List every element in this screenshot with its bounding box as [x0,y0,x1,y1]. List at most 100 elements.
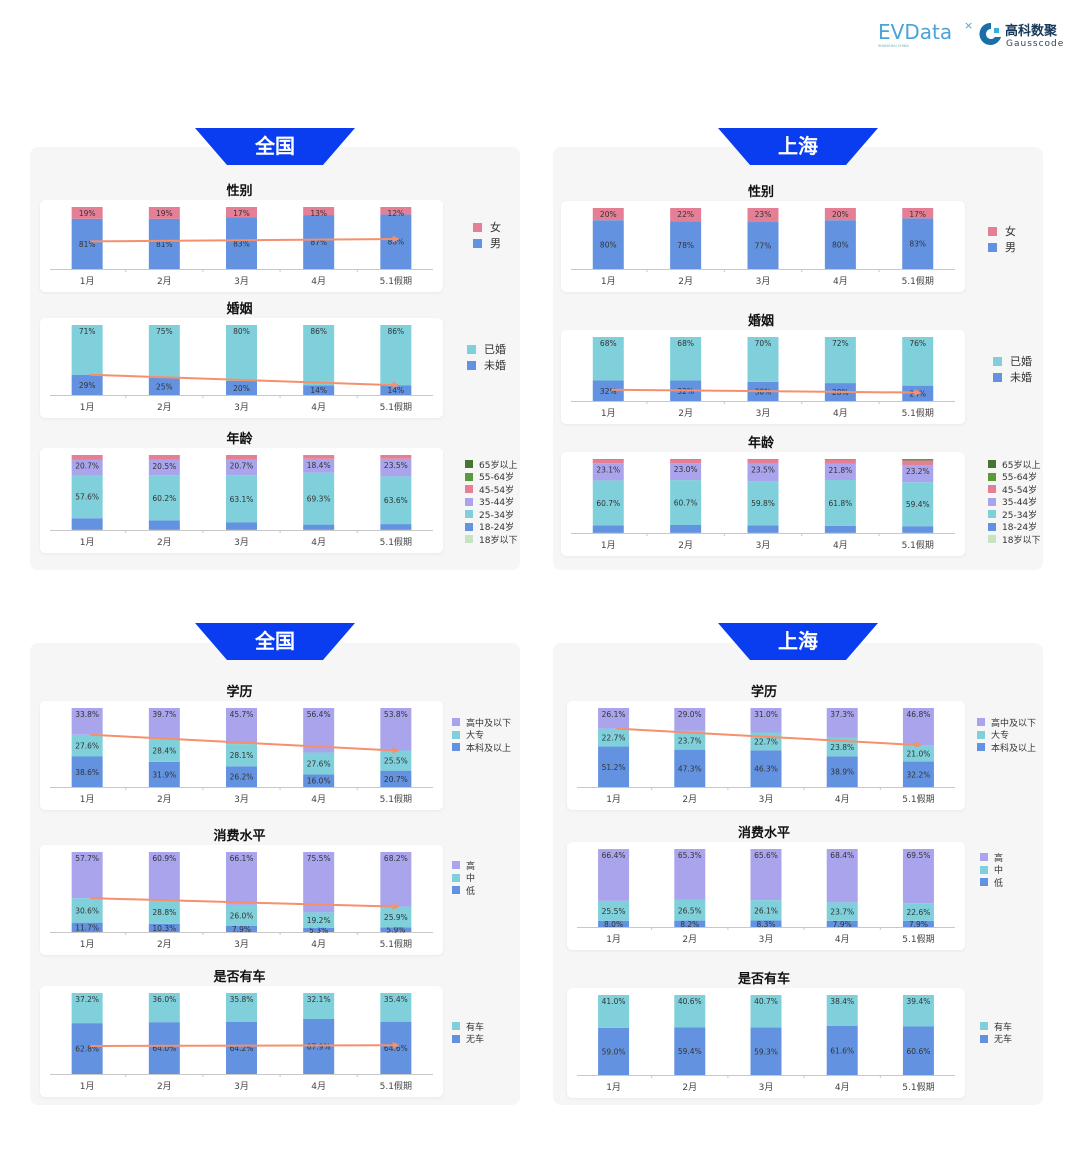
bar-segment [148,900,180,924]
legend: 高中低 [980,851,1003,889]
legend-item: 45-54岁 [465,483,517,496]
data-label: 36.0% [152,995,176,1004]
bar-segment [380,927,412,932]
legend-item: 男 [988,239,1016,255]
data-label: 31.9% [152,770,176,779]
bar-segment [303,927,335,932]
chart-card: 62.8% 37.2% 1月 64.0% 36.0% 2月 64.2% 35.8% 3月 67.9… [40,986,443,1097]
bar-segment [598,849,630,901]
bar-segment [226,207,257,218]
legend-swatch [988,522,996,531]
bar-segment [71,455,103,460]
chart-title: 性别 [747,185,775,200]
x-tick-label: 3月 [234,1081,249,1092]
stacked-bar-chart: 57.6% 20.7% 1月 60.2% 20.5% 2月 63.1% 20.7% 3月 69.3… [50,455,433,548]
data-label: 69.5% [907,851,931,860]
bar-segment [226,766,257,787]
bar-segment [71,756,103,787]
data-label: 35.8% [230,995,254,1004]
legend-item: 高中及以下 [977,716,1036,729]
bar-segment [380,385,412,395]
bar-segment [826,902,858,921]
data-label: 65.3% [678,851,702,860]
bar-segment [750,900,782,921]
bar-segment [226,455,257,460]
legend: 已婚 未婚 [993,353,1032,385]
legend-label: 高中及以下 [466,718,512,729]
data-label: 28.8% [152,908,176,917]
bar-segment [902,1026,934,1075]
bar-segment [303,774,335,787]
data-label: 16.0% [307,777,331,786]
data-label: 60.7% [674,499,698,508]
legend-item: 中 [452,872,476,885]
x-tick-label: 4月 [833,540,848,551]
bar-segment [148,923,180,932]
x-tick-label: 1月 [80,537,95,548]
data-label: 81% [79,240,96,249]
x-tick-label: 1月 [80,276,95,287]
bar-segment [598,900,630,921]
bar-segment [670,337,702,381]
trend-arrow-line [611,388,916,394]
legend-swatch [988,510,996,519]
x-tick-label: 2月 [157,402,172,413]
bar-segment [592,208,624,221]
bar-segment [824,525,856,533]
bar-segment [71,852,103,899]
legend-swatch [467,360,476,370]
legend: 65岁以上 55-64岁 45-54岁 35-44岁 25-34岁 18-24岁 18岁以下 [465,458,517,546]
data-label: 61.6% [830,1046,854,1055]
x-tick-label: 2月 [682,794,697,805]
x-tick-label: 3月 [756,540,771,551]
bar-segment [226,325,257,381]
bar-segment [902,920,934,927]
legend-label: 高 [466,861,476,872]
bar-segment [148,377,180,395]
legend-label: 65岁以上 [479,460,518,471]
bar-segment [674,1027,706,1075]
bar-segment [826,995,858,1026]
data-label: 72% [832,339,849,348]
x-tick-label: 5.1假期 [902,408,934,419]
data-label: 7.9% [232,925,251,934]
data-label: 28.4% [152,747,176,756]
x-tick-label: 1月 [80,1081,95,1092]
bar-segment [380,770,412,787]
x-tick-label: 5.1假期 [902,276,934,287]
legend-item: 未婚 [467,357,506,373]
data-label: 8.2% [680,920,699,929]
legend-label: 55-64岁 [479,473,515,484]
legend-swatch [993,356,1002,366]
bar-segment [598,728,630,747]
bar-segment [148,852,180,901]
bar-segment [670,459,702,464]
x-tick-label: 4月 [311,1081,326,1092]
data-label: 25% [156,382,173,391]
data-label: 64.6% [384,1044,408,1053]
legend-swatch [452,1022,460,1031]
x-tick-label: 3月 [759,794,774,805]
trend-arrow-head [914,389,922,396]
legend-label: 低 [466,886,476,897]
legend-item: 55-64岁 [465,471,517,484]
bar-segment [148,993,180,1023]
legend-label: 中 [466,874,476,885]
data-label: 32.1% [307,995,331,1004]
bar-segment [674,730,706,750]
legend-item: 65岁以上 [465,458,517,471]
chart-title: 性别 [226,184,253,199]
x-tick-label: 3月 [756,276,771,287]
bar-segment [226,381,257,395]
bar-segment [747,481,779,526]
x-tick-label: 5.1假期 [902,794,934,805]
bar-segment [71,734,103,757]
trend-arrow-line [616,727,917,746]
legend: 65岁以上 55-64岁 45-54岁 35-44岁 25-34岁 18-24岁 18岁以下 [988,458,1040,546]
data-label: 29.0% [678,710,702,719]
bar-segment [598,746,630,787]
bar-segment [826,920,858,927]
bar-segment [71,922,103,932]
x-tick-label: 5.1假期 [380,794,412,805]
data-label: 12% [388,209,405,218]
